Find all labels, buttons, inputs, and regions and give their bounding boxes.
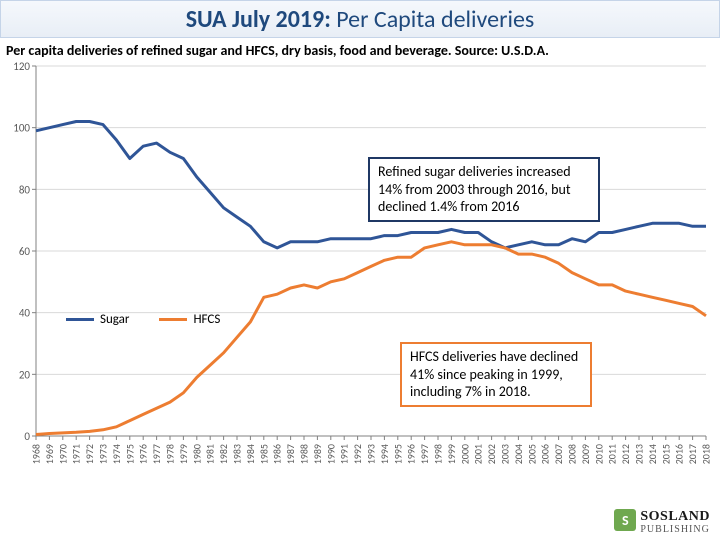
title-rest: Per Capita deliveries xyxy=(331,5,534,34)
svg-text:1971: 1971 xyxy=(70,444,83,464)
svg-text:2010: 2010 xyxy=(592,444,605,464)
legend-swatch xyxy=(66,318,94,322)
logo-brand: SOSLAND xyxy=(640,509,710,524)
line-chart: 0204060801001201968196919701971197219731… xyxy=(6,62,714,500)
svg-text:1972: 1972 xyxy=(83,444,96,464)
svg-text:1992: 1992 xyxy=(351,444,364,464)
svg-text:2000: 2000 xyxy=(458,444,471,464)
svg-text:1975: 1975 xyxy=(123,444,136,464)
svg-text:1970: 1970 xyxy=(56,444,69,464)
svg-text:1983: 1983 xyxy=(231,444,244,464)
svg-text:1978: 1978 xyxy=(164,444,177,464)
svg-text:1982: 1982 xyxy=(217,444,230,464)
svg-text:1993: 1993 xyxy=(365,444,378,464)
callout-sugar-text: Refined sugar deliveries increased 14% f… xyxy=(378,163,571,215)
legend-swatch xyxy=(159,318,187,322)
svg-text:1969: 1969 xyxy=(43,444,56,464)
chart-container: 0204060801001201968196919701971197219731… xyxy=(6,62,714,500)
page-title: SUA July 2019: Per Capita deliveries xyxy=(186,5,535,34)
callout-hfcs-text: HFCS deliveries have declined 41% since … xyxy=(410,348,578,400)
svg-text:20: 20 xyxy=(19,368,31,381)
svg-text:1994: 1994 xyxy=(378,444,391,464)
svg-text:2017: 2017 xyxy=(686,444,699,464)
svg-text:1984: 1984 xyxy=(244,444,257,464)
svg-text:2018: 2018 xyxy=(700,444,713,464)
svg-text:2009: 2009 xyxy=(579,444,592,464)
svg-text:1998: 1998 xyxy=(432,444,445,464)
svg-text:2004: 2004 xyxy=(512,444,525,464)
title-strong: SUA July 2019: xyxy=(186,5,331,34)
svg-text:1986: 1986 xyxy=(271,444,284,464)
svg-text:100: 100 xyxy=(13,122,30,135)
svg-text:2003: 2003 xyxy=(499,444,512,464)
svg-text:2002: 2002 xyxy=(485,444,498,464)
svg-text:2011: 2011 xyxy=(606,444,619,464)
publisher-logo: S SOSLAND PUBLISHING xyxy=(614,506,710,534)
svg-text:1999: 1999 xyxy=(445,444,458,464)
svg-text:1974: 1974 xyxy=(110,444,123,464)
svg-text:1968: 1968 xyxy=(30,444,43,464)
svg-text:80: 80 xyxy=(19,183,31,196)
svg-text:2016: 2016 xyxy=(673,444,686,464)
callout-sugar: Refined sugar deliveries increased 14% f… xyxy=(368,157,600,222)
svg-text:2008: 2008 xyxy=(566,444,579,464)
legend-label: HFCS xyxy=(193,312,220,327)
svg-text:1987: 1987 xyxy=(284,444,297,464)
svg-text:1981: 1981 xyxy=(204,444,217,464)
title-bar: SUA July 2019: Per Capita deliveries xyxy=(0,0,720,38)
subtitle: Per capita deliveries of refined sugar a… xyxy=(0,38,720,61)
svg-text:2007: 2007 xyxy=(552,444,565,464)
svg-text:2014: 2014 xyxy=(646,444,659,464)
svg-text:1976: 1976 xyxy=(137,444,150,464)
svg-text:1996: 1996 xyxy=(405,444,418,464)
svg-text:1977: 1977 xyxy=(150,444,163,464)
callout-hfcs: HFCS deliveries have declined 41% since … xyxy=(400,342,592,407)
svg-text:1995: 1995 xyxy=(391,444,404,464)
svg-text:60: 60 xyxy=(19,245,31,258)
logo-sub: PUBLISHING xyxy=(640,525,710,534)
svg-text:2006: 2006 xyxy=(539,444,552,464)
svg-text:40: 40 xyxy=(19,307,31,320)
legend-item: HFCS xyxy=(159,312,220,327)
svg-text:0: 0 xyxy=(24,430,30,443)
svg-text:120: 120 xyxy=(13,62,30,73)
svg-text:2001: 2001 xyxy=(472,444,485,464)
svg-text:1988: 1988 xyxy=(298,444,311,464)
svg-text:1997: 1997 xyxy=(418,444,431,464)
svg-text:2005: 2005 xyxy=(525,444,538,464)
svg-text:1990: 1990 xyxy=(324,444,337,464)
svg-text:1991: 1991 xyxy=(338,444,351,464)
logo-icon: S xyxy=(614,509,636,531)
svg-text:2015: 2015 xyxy=(659,444,672,464)
svg-text:1989: 1989 xyxy=(311,444,324,464)
svg-text:1979: 1979 xyxy=(177,444,190,464)
legend: Sugar HFCS xyxy=(66,312,220,327)
svg-text:2013: 2013 xyxy=(633,444,646,464)
legend-item: Sugar xyxy=(66,312,129,327)
svg-text:1980: 1980 xyxy=(190,444,203,464)
legend-label: Sugar xyxy=(100,312,129,327)
svg-text:2012: 2012 xyxy=(619,444,632,464)
svg-text:1985: 1985 xyxy=(257,444,270,464)
svg-text:1973: 1973 xyxy=(97,444,110,464)
